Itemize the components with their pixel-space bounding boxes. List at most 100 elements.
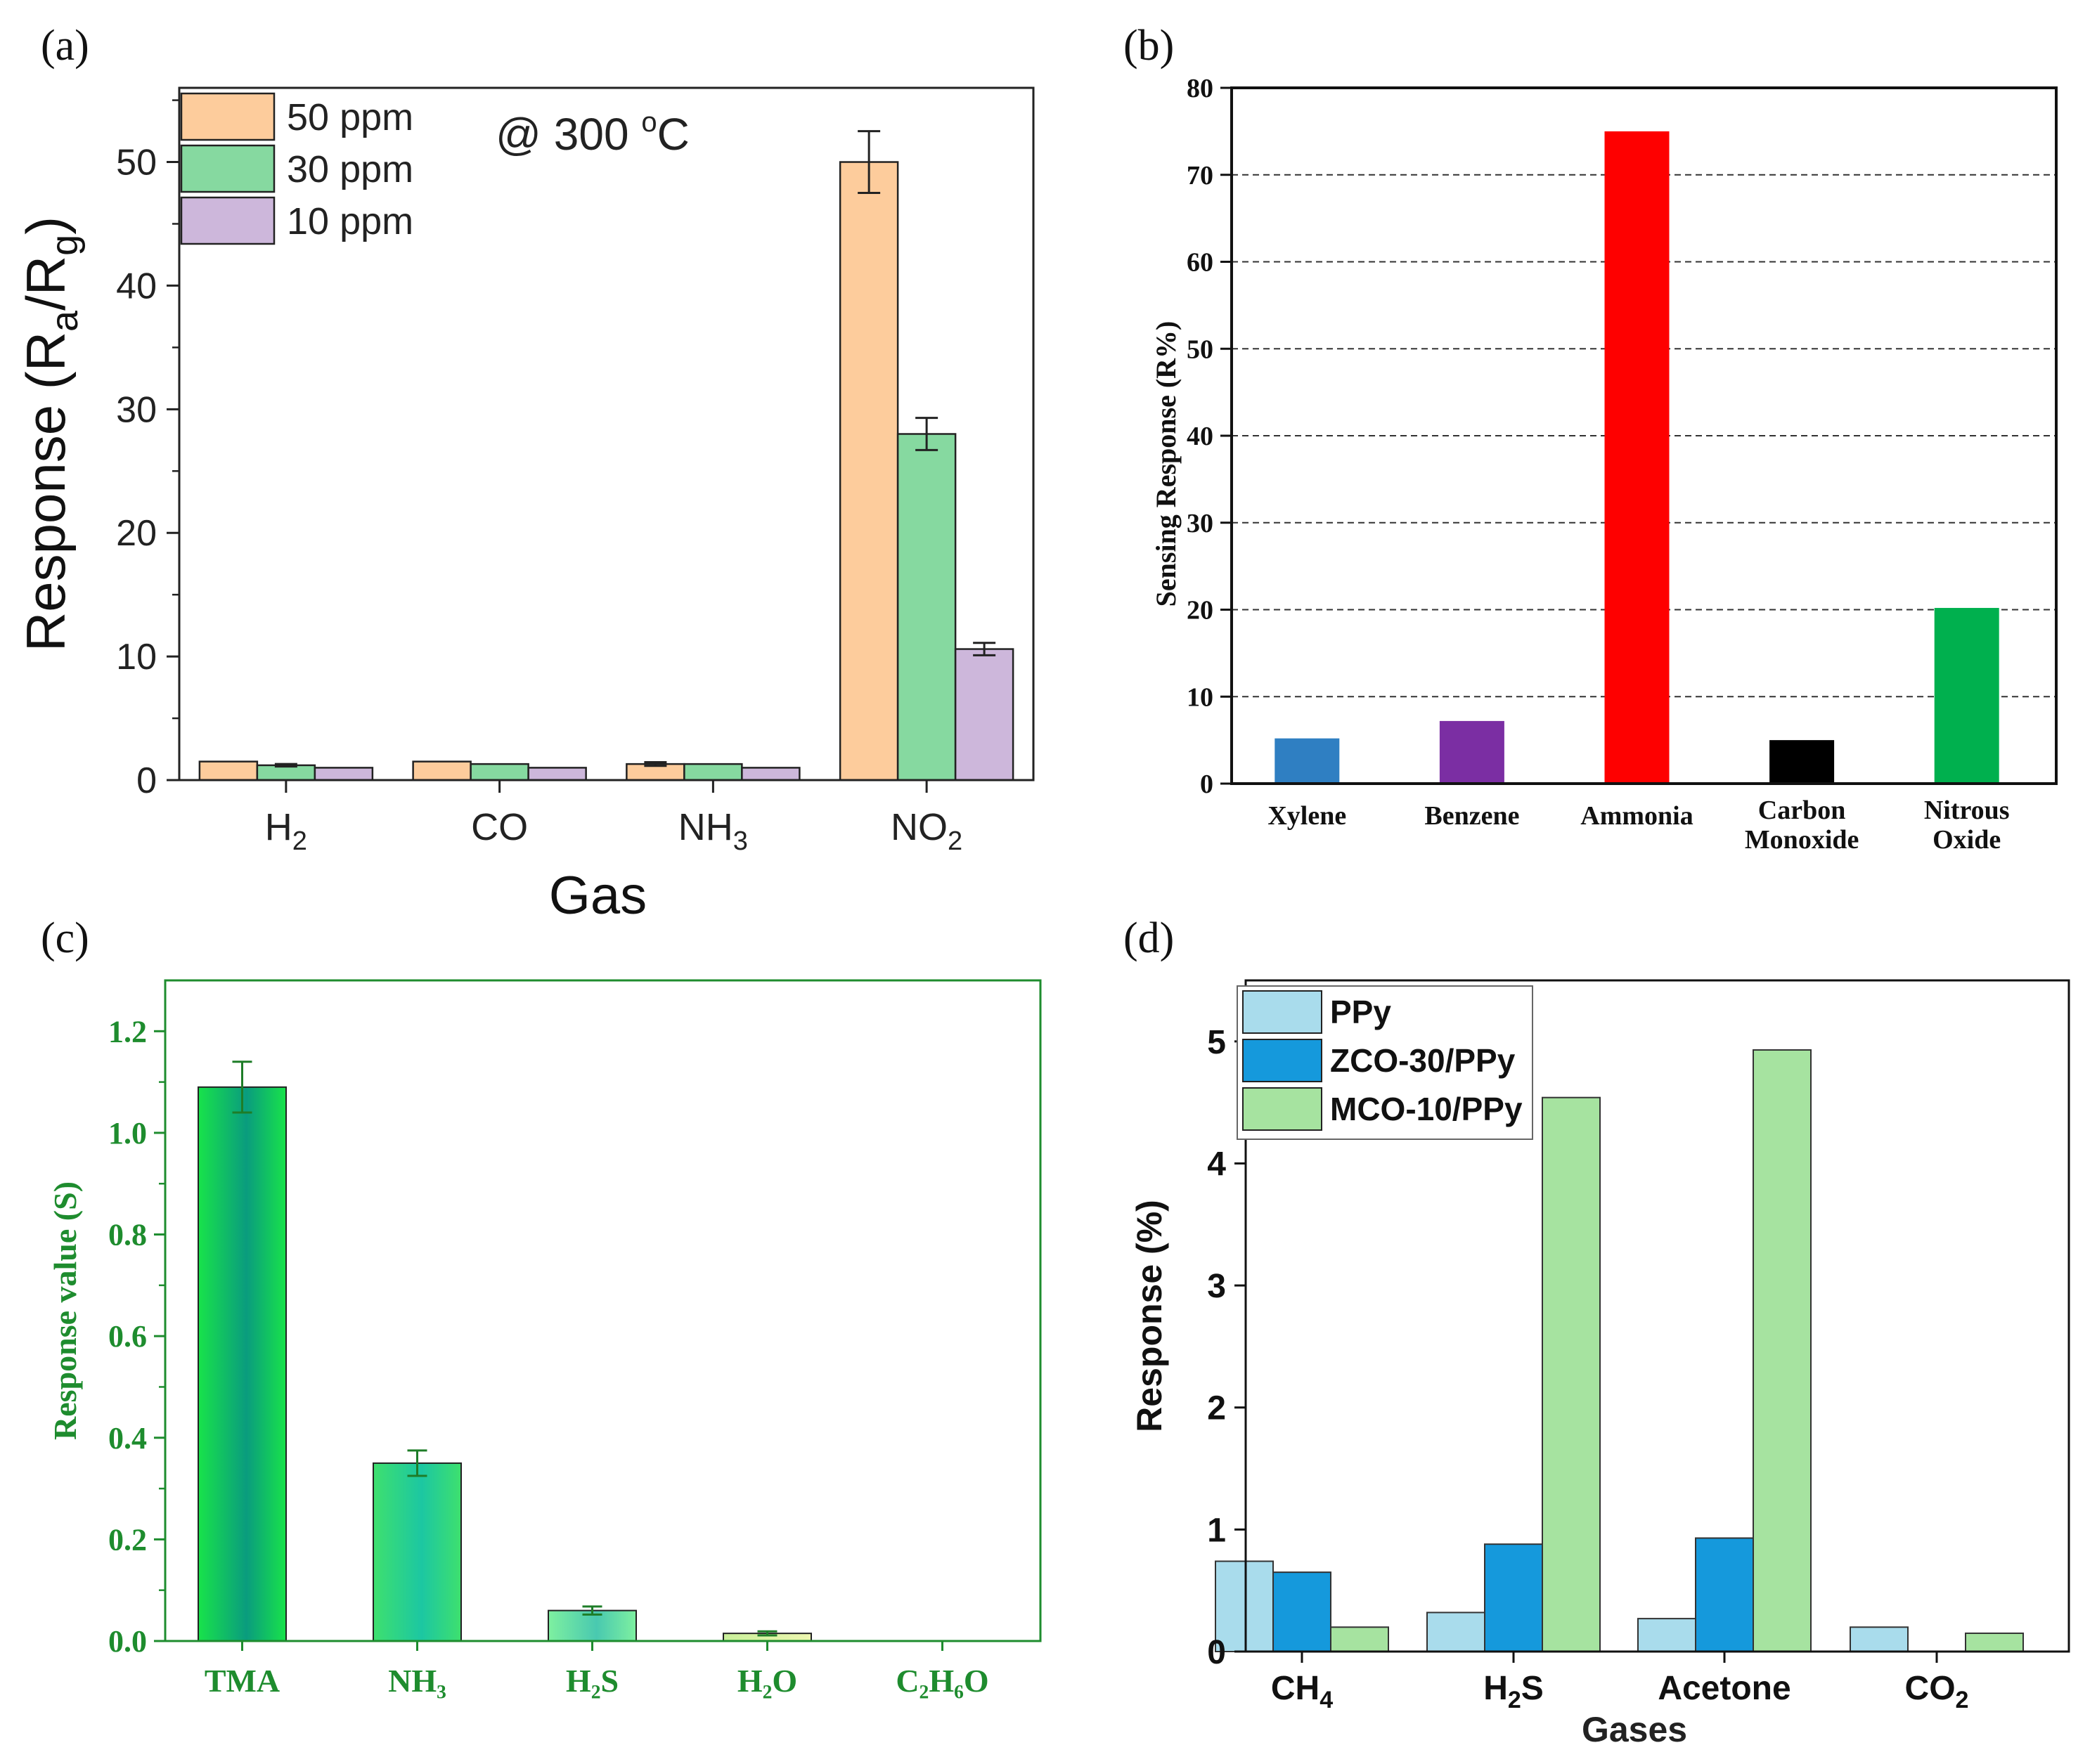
- x-tick-label-d-Acetone: Acetone: [1658, 1670, 1790, 1707]
- x-tick-label-d-CO2: CO2: [1905, 1670, 1969, 1713]
- legend-label-a-1: 30 ppm: [287, 148, 413, 190]
- panel-b-letter: (b): [1123, 22, 1174, 70]
- x-tick-label-d-H2S: H2S: [1483, 1670, 1544, 1713]
- y-tick-label-c-2: 0.4: [108, 1421, 147, 1455]
- y-tick-label-d-2: 2: [1207, 1390, 1226, 1427]
- y-tick-label-c-1: 0.2: [108, 1522, 147, 1557]
- y-tick-label-b-60: 60: [1187, 248, 1213, 278]
- bar-d-H2S-1: [1484, 1543, 1543, 1652]
- chart-c: TMA NH₃ H₂S H₂O C₂H₆O 0.0 0.2 0.4 0.6 0.8 1.0 1.2 Re…: [47, 979, 1042, 1699]
- legend-swatch-a-0: [180, 92, 276, 141]
- y-axis-title-d: Response (%): [1130, 1200, 1169, 1432]
- x-tick-label-c-3: H₂O: [737, 1663, 797, 1699]
- y-tick-label-b-70: 70: [1187, 161, 1213, 190]
- bar-c-1: [373, 1462, 462, 1642]
- panel-a-letter: (a): [41, 22, 89, 70]
- bar-d-H2S-0: [1426, 1611, 1485, 1652]
- bar-d-CO2-2: [1965, 1632, 2024, 1653]
- legend-swatch-d-0: [1242, 990, 1322, 1034]
- y-tick-label-d-1: 1: [1207, 1512, 1226, 1549]
- bar-a-H2-0: [198, 760, 259, 782]
- y-tick-label-d-0: 0: [1207, 1634, 1226, 1671]
- x-tick-label-a-H2: H2: [265, 806, 307, 856]
- y-tick-label-b-30: 30: [1187, 509, 1213, 538]
- x-axis-title-d: Gases: [1582, 1710, 1687, 1749]
- bar-c-0: [198, 1086, 287, 1642]
- bar-a-NH3-2: [741, 767, 801, 782]
- y-tick-label-c-5: 1.0: [108, 1116, 147, 1150]
- x-tick-label-a-NH3: NH3: [678, 806, 748, 856]
- y-tick-label-d-3: 3: [1207, 1268, 1226, 1305]
- bar-d-CH4-0: [1215, 1560, 1274, 1652]
- x-tick-label-d-CH4: CH4: [1271, 1670, 1333, 1713]
- y-tick-label-b-20: 20: [1187, 596, 1213, 625]
- chart-b: 0 10 20 30 40 50 60 70 80 Xylene Benzene Ammonia Car…: [1150, 74, 2058, 855]
- bar-b-4: [1934, 608, 1999, 784]
- y-axis-title-b: Sensing Response (R%): [1150, 321, 1182, 607]
- x-tick-label-a-NO2: NO2: [891, 806, 962, 856]
- y-tick-label-b-40: 40: [1187, 422, 1213, 451]
- bar-a-H2-2: [314, 767, 374, 782]
- legend-swatch-d-1: [1242, 1039, 1322, 1082]
- x-tick-label-c-1: NH₃: [388, 1663, 446, 1699]
- y-tick-label-d-5: 5: [1207, 1024, 1226, 1061]
- y-tick-label-b-50: 50: [1187, 335, 1213, 364]
- y-tick-label-a-0: 0: [136, 760, 157, 801]
- bar-a-NO2-1: [896, 433, 957, 782]
- bar-a-NO2-0: [839, 161, 899, 782]
- plot-frame-c: [164, 979, 1042, 1642]
- y-tick-label-a-20: 20: [116, 513, 157, 554]
- bar-d-Acetone-1: [1695, 1537, 1754, 1652]
- y-axis-title-c: Response value (S): [47, 1181, 83, 1440]
- y-tick-label-d-4: 4: [1207, 1146, 1226, 1183]
- y-tick-label-c-3: 0.6: [108, 1319, 147, 1354]
- legend-label-a-0: 50 ppm: [287, 96, 413, 138]
- y-tick-label-a-50: 50: [116, 143, 157, 183]
- bar-d-CO2-0: [1850, 1626, 1909, 1652]
- bar-a-NH3-1: [683, 763, 743, 782]
- legend-swatch-a-1: [180, 144, 276, 193]
- x-tick-label-c-4: C₂H₆O: [896, 1663, 988, 1699]
- x-tick-label-b-3: Carbon Monoxide: [1745, 796, 1859, 855]
- panel-d-letter: (d): [1123, 914, 1174, 962]
- bar-d-CH4-2: [1330, 1626, 1389, 1652]
- bar-b-2: [1604, 131, 1670, 784]
- y-axis-title-a: Response (Ra/Rg): [15, 216, 86, 651]
- bar-d-Acetone-0: [1637, 1618, 1696, 1652]
- bar-d-CH4-1: [1272, 1571, 1331, 1653]
- x-tick-label-b-0: Xylene: [1267, 801, 1346, 831]
- plot-frame-a: [178, 86, 1035, 782]
- legend-label-d-1: ZCO-30/PPy: [1330, 1042, 1516, 1079]
- y-tick-label-a-40: 40: [116, 266, 157, 306]
- y-tick-label-b-80: 80: [1187, 74, 1213, 103]
- x-tick-label-b-1: Benzene: [1424, 801, 1519, 831]
- panel-c-letter: (c): [41, 914, 89, 962]
- bar-b-3: [1769, 740, 1835, 784]
- bar-b-0: [1275, 738, 1340, 784]
- y-tick-label-a-10: 10: [116, 637, 157, 677]
- y-tick-label-b-0: 0: [1200, 770, 1213, 799]
- legend-label-d-2: MCO-10/PPy: [1330, 1091, 1523, 1127]
- bar-d-Acetone-2: [1753, 1049, 1812, 1653]
- legend-swatch-d-2: [1242, 1087, 1322, 1131]
- bar-b-1: [1439, 720, 1504, 784]
- x-tick-label-b-2: Ammonia: [1580, 801, 1693, 831]
- y-tick-label-c-0: 0.0: [108, 1624, 147, 1659]
- y-tick-label-a-30: 30: [116, 389, 157, 430]
- annotation-a: @ 300 oC: [496, 107, 690, 160]
- legend-label-a-2: 10 ppm: [287, 200, 413, 242]
- legend-label-d-0: PPy: [1330, 994, 1391, 1030]
- plot-frame-d: [1244, 979, 2070, 1653]
- y-tick-label-c-4: 0.8: [108, 1218, 147, 1252]
- x-tick-label-c-2: H₂S: [566, 1663, 619, 1699]
- bar-a-CO-1: [470, 763, 529, 782]
- bar-a-CO-0: [412, 760, 472, 782]
- x-tick-label-b-4: Nitrous Oxide: [1924, 796, 2010, 855]
- plot-frame-b: [1230, 86, 2058, 785]
- x-tick-label-c-0: TMA: [205, 1663, 280, 1699]
- x-axis-title-a: Gas: [549, 866, 647, 926]
- y-tick-label-c-6: 1.2: [108, 1014, 147, 1049]
- chart-a: H2 CO NH3 NO2 0 10 20 30 40 50 Response (Ra/Rg) Gas…: [15, 86, 1035, 926]
- bar-a-NO2-2: [954, 648, 1014, 782]
